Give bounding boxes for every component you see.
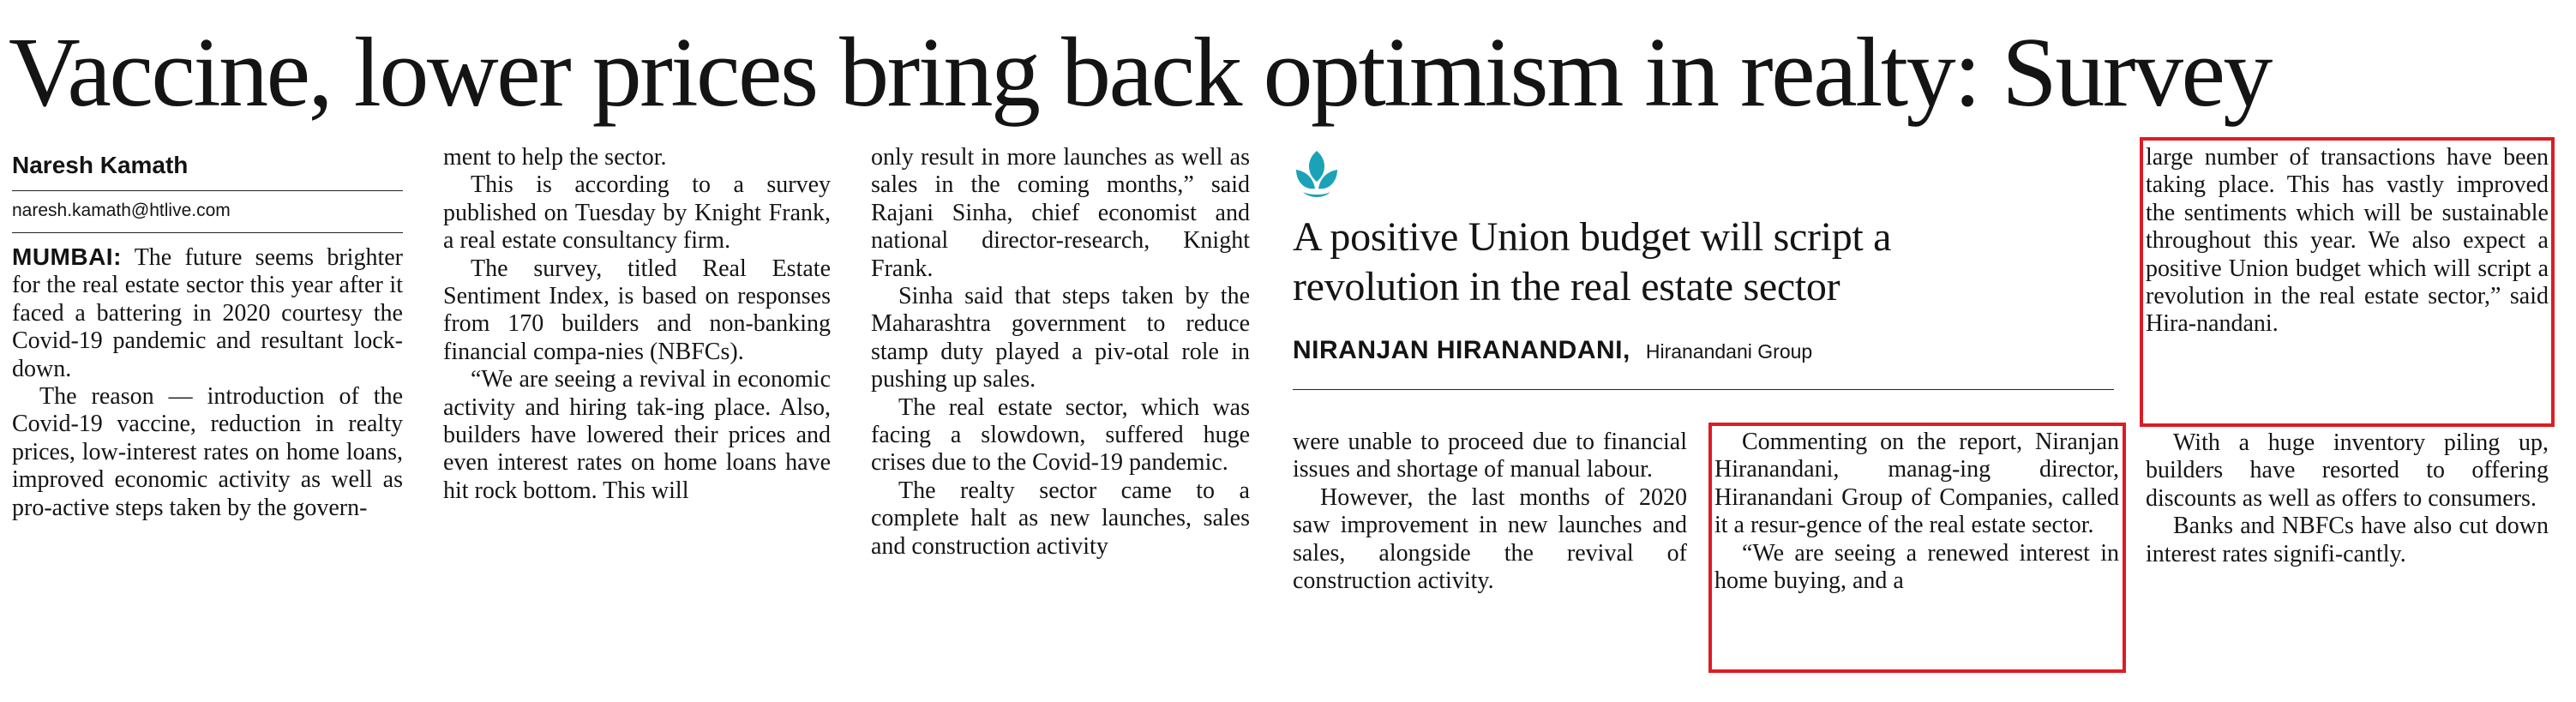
article-column-5: Commenting on the report, Niranjan Hiran…: [1714, 429, 2119, 595]
quote-box-title: A positive Union budget will script a re…: [1293, 214, 1892, 309]
article-column-2: ment to help the sector. This is accordi…: [443, 144, 831, 505]
quote-box-byline: NIRANJAN HIRANANDANI, Hiranandani Group: [1293, 336, 1812, 365]
paragraph: MUMBAI: The future seems brighter for th…: [12, 243, 403, 383]
byline-email: naresh.kamath@htlive.com: [12, 191, 403, 233]
highlight-box: [2140, 137, 2555, 427]
quote-box-name: NIRANJAN HIRANANDANI,: [1293, 336, 1630, 364]
highlight-box: [1708, 423, 2126, 673]
article-column-1: Naresh Kamath naresh.kamath@htlive.com M…: [12, 151, 403, 522]
lotus-logo-icon: [1296, 151, 1337, 197]
byline-name: Naresh Kamath: [12, 151, 403, 191]
paragraph-text: The future seems brighter for the real e…: [12, 244, 403, 382]
paragraph: With a huge inventory piling up, builder…: [2146, 429, 2549, 512]
paragraph: Banks and NBFCs have also cut down inter…: [2146, 513, 2549, 567]
quote-box-divider: [1293, 389, 2114, 390]
article-column-3: only result in more launches as well as …: [871, 144, 1250, 561]
paragraph: Sinha said that steps taken by the Mahar…: [871, 283, 1250, 393]
paragraph: This is according to a survey published …: [443, 171, 831, 255]
paragraph: The real estate sector, which was facing…: [871, 393, 1250, 477]
paragraph: were unable to proceed due to financial …: [1293, 429, 1687, 483]
article-column-6: large number of transactions have been t…: [2146, 144, 2549, 339]
dateline: MUMBAI:: [12, 243, 122, 270]
paragraph: However, the last months of 2020 saw imp…: [1293, 483, 1687, 595]
paragraph: only result in more launches as well as …: [871, 144, 1250, 282]
paragraph: large number of transactions have been t…: [2146, 144, 2549, 338]
paragraph: The survey, titled Real Estate Sentiment…: [443, 255, 831, 365]
headline: Vaccine, lower prices bring back optimis…: [9, 18, 2273, 128]
article-column-4: were unable to proceed due to financial …: [1293, 429, 1687, 595]
paragraph: ment to help the sector.: [443, 144, 667, 171]
paragraph: Commenting on the report, Niranjan Hiran…: [1714, 429, 2119, 539]
paragraph: “We are seeing a renewed interest in hom…: [1714, 539, 2119, 595]
paragraph: The realty sector came to a complete hal…: [871, 477, 1250, 560]
article-column-6-continued: With a huge inventory piling up, builder…: [2146, 429, 2549, 568]
paragraph: “We are seeing a revival in economic act…: [443, 366, 831, 504]
quote-box-affiliation: Hiranandani Group: [1645, 340, 1813, 363]
paragraph: The reason — introduction of the Covid-1…: [12, 383, 403, 521]
